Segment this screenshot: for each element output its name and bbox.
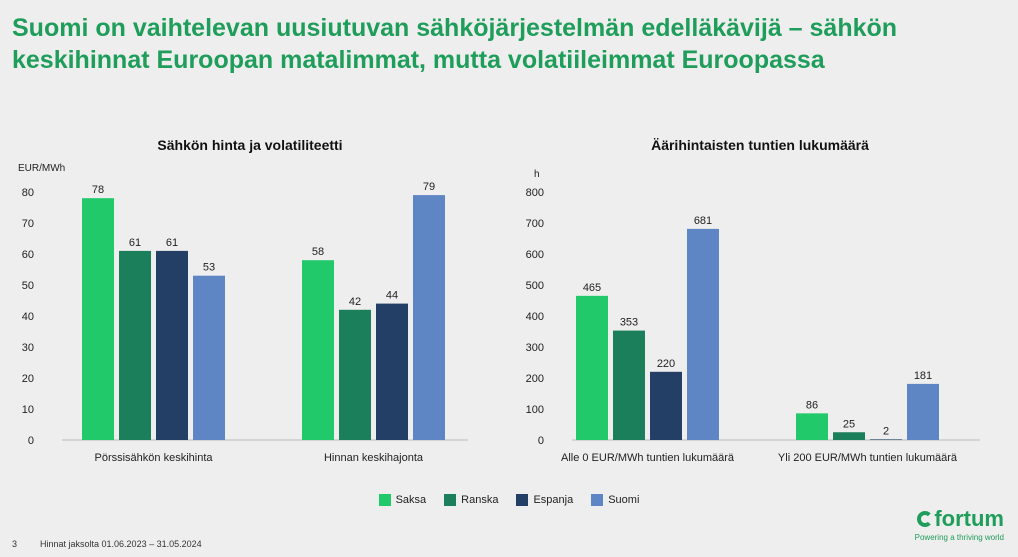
y-tick-label: 70 <box>22 218 34 230</box>
chart-legend: Saksa Ranska Espanja Suomi <box>0 494 1018 506</box>
y-tick-label: 400 <box>526 311 544 323</box>
data-label-ranska: 353 <box>620 317 638 329</box>
page-number: 3 <box>12 539 18 549</box>
category-label: Pörssisähkön keskihinta <box>94 452 213 464</box>
legend-item-suomi: Suomi <box>591 494 639 506</box>
y-axis-unit-label: h <box>534 169 540 180</box>
bar-suomi <box>687 228 719 440</box>
data-label-ranska: 61 <box>129 237 141 249</box>
logo-wordmark: fortum <box>894 508 1004 530</box>
legend-label-saksa: Saksa <box>395 494 427 506</box>
bar-saksa <box>796 413 828 440</box>
bar-espanja <box>156 250 188 440</box>
bar-espanja <box>650 371 682 440</box>
y-tick-label: 500 <box>526 280 544 292</box>
y-tick-label: 200 <box>526 373 544 385</box>
data-label-espanja: 220 <box>657 358 675 370</box>
legend-label-espanja: Espanja <box>533 494 574 506</box>
category-label: Hinnan keskihajonta <box>324 452 424 464</box>
bar-ranska <box>833 432 865 440</box>
bar-saksa <box>576 295 608 440</box>
footnote: Hinnat jaksolta 01.06.2023 – 31.05.2024 <box>40 539 202 549</box>
category-label: Alle 0 EUR/MWh tuntien lukumäärä <box>561 452 735 464</box>
y-tick-label: 100 <box>526 404 544 416</box>
bar-suomi <box>413 195 445 440</box>
bar-espanja <box>870 439 902 440</box>
legend-swatch-ranska <box>444 494 457 506</box>
y-axis-unit-label: EUR/MWh <box>18 163 65 174</box>
fortum-logo: fortum Powering a thriving world <box>894 508 1004 543</box>
data-label-suomi: 681 <box>694 215 712 227</box>
data-label-suomi: 53 <box>203 262 215 274</box>
bar-espanja <box>376 303 408 440</box>
legend-item-saksa: Saksa <box>378 494 427 506</box>
data-label-suomi: 79 <box>423 181 435 193</box>
legend-swatch-saksa <box>378 494 391 506</box>
data-label-saksa: 465 <box>583 282 601 294</box>
y-tick-label: 700 <box>526 218 544 230</box>
legend-item-espanja: Espanja <box>516 494 573 506</box>
y-tick-label: 800 <box>526 187 544 199</box>
y-tick-label: 80 <box>22 187 34 199</box>
data-label-espanja: 61 <box>166 237 178 249</box>
bar-suomi <box>907 383 939 440</box>
chart-title-extreme-hours: Äärihintaisten tuntien lukumäärä <box>651 137 869 153</box>
category-label: Yli 200 EUR/MWh tuntien lukumäärä <box>778 452 958 464</box>
chart-title-price-volatility: Sähkön hinta ja volatiliteetti <box>157 137 343 153</box>
y-tick-label: 60 <box>22 249 34 261</box>
data-label-saksa: 78 <box>92 184 104 196</box>
bar-ranska <box>613 330 645 440</box>
y-tick-label: 0 <box>538 435 544 447</box>
y-tick-label: 10 <box>22 404 34 416</box>
legend-item-ranska: Ranska <box>444 494 498 506</box>
y-tick-label: 20 <box>22 373 34 385</box>
data-label-espanja: 44 <box>386 290 398 302</box>
legend-swatch-espanja <box>516 494 529 506</box>
logo-tagline: Powering a thriving world <box>914 533 1004 542</box>
fortum-logo-icon <box>917 511 934 527</box>
data-label-ranska: 42 <box>349 296 361 308</box>
data-label-espanja: 2 <box>883 425 889 437</box>
y-tick-label: 0 <box>28 435 34 447</box>
y-tick-label: 300 <box>526 342 544 354</box>
legend-label-suomi: Suomi <box>608 494 640 506</box>
y-tick-label: 600 <box>526 249 544 261</box>
legend-label-ranska: Ranska <box>461 494 499 506</box>
bar-saksa <box>302 260 334 440</box>
y-tick-label: 30 <box>22 342 34 354</box>
data-label-suomi: 181 <box>914 370 932 382</box>
legend-swatch-suomi <box>591 494 604 506</box>
logo-name: fortum <box>934 506 1004 531</box>
bar-saksa <box>82 198 114 440</box>
data-label-saksa: 86 <box>806 399 818 411</box>
bar-ranska <box>339 309 371 440</box>
data-label-saksa: 58 <box>312 246 324 258</box>
data-label-ranska: 25 <box>843 418 855 430</box>
slide-title: Suomi on vaihtelevan uusiutuvan sähköjär… <box>12 14 898 74</box>
bar-suomi <box>193 275 225 440</box>
bar-ranska <box>119 250 151 440</box>
y-tick-label: 40 <box>22 311 34 323</box>
y-tick-label: 50 <box>22 280 34 292</box>
